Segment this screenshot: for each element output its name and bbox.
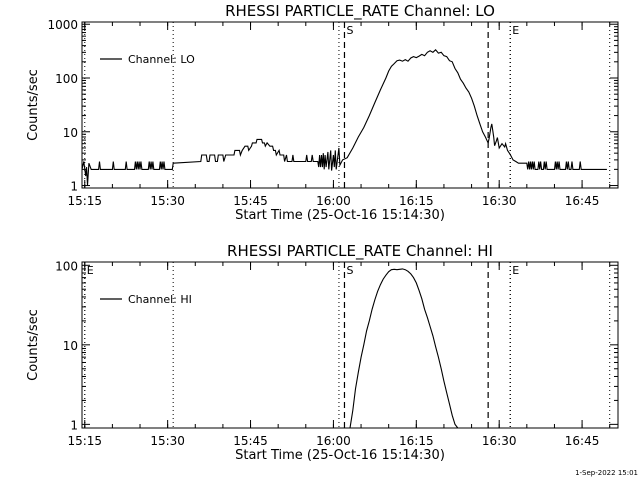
lo-legend-label-0: Channel: LO <box>128 53 195 66</box>
lo-x-tick-label-2: 15:45 <box>233 194 268 208</box>
lo-y-tick-label-0: 1 <box>70 180 78 194</box>
hi-channel-panel: RHESSI PARTICLE_RATE Channel: HI E S E 15:15… <box>26 242 619 463</box>
hi-x-tick-label-2: 15:45 <box>233 434 268 448</box>
lo-y-axis-title: Counts/sec <box>26 69 41 141</box>
hi-marker-label-0: E <box>87 264 94 277</box>
hi-x-tick-label-3: 16:00 <box>316 434 351 448</box>
lo-x-tick-label-3: 16:00 <box>316 194 351 208</box>
hi-y-tick-label-0: 1 <box>70 418 78 432</box>
hi-y-axis-title: Counts/sec <box>26 309 41 381</box>
lo-x-tick-label-6: 16:45 <box>565 194 600 208</box>
hi-x-tick-label-6: 16:45 <box>565 434 600 448</box>
hi-y-tick-label-1: 10 <box>63 339 78 353</box>
lo-x-axis-title: Start Time (25-Oct-16 15:14:30) <box>235 208 445 223</box>
lo-series-line-0 <box>81 49 607 186</box>
lo-x-tick-label-0: 15:15 <box>67 194 102 208</box>
hi-x-axis-title: Start Time (25-Oct-16 15:14:30) <box>235 448 445 463</box>
lo-y-tick-label-3: 1000 <box>47 18 78 32</box>
hi-legend-label-0: Channel: HI <box>128 293 192 306</box>
lo-y-tick-label-1: 10 <box>63 126 78 140</box>
hi-x-tick-label-0: 15:15 <box>67 434 102 448</box>
lo-plot-frame <box>81 21 619 189</box>
lo-channel-panel: RHESSI PARTICLE_RATE Channel: LOS E15:15 1… <box>26 2 619 223</box>
lo-marker-label-0: S <box>346 24 353 37</box>
hi-marker-label-3: E <box>512 264 519 277</box>
lo-marker-label-2: E <box>512 24 519 37</box>
lo-x-tick-label-1: 15:30 <box>150 194 185 208</box>
lo-chart-title: RHESSI PARTICLE_RATE Channel: LO <box>225 2 495 21</box>
hi-chart-title: RHESSI PARTICLE_RATE Channel: HI <box>227 242 493 261</box>
hi-y-tick-label-2: 100 <box>55 259 78 273</box>
hi-marker-label-1: S <box>346 264 353 277</box>
lo-x-tick-label-5: 16:30 <box>482 194 517 208</box>
hi-x-tick-label-4: 16:15 <box>399 434 434 448</box>
lo-y-tick-label-2: 100 <box>55 72 78 86</box>
hi-x-tick-label-1: 15:30 <box>150 434 185 448</box>
hi-x-tick-label-5: 16:30 <box>482 434 517 448</box>
lo-x-tick-label-4: 16:15 <box>399 194 434 208</box>
timestamp-stamp: 1-Sep-2022 15:01 <box>575 469 638 477</box>
hi-series-line-0 <box>349 268 459 429</box>
